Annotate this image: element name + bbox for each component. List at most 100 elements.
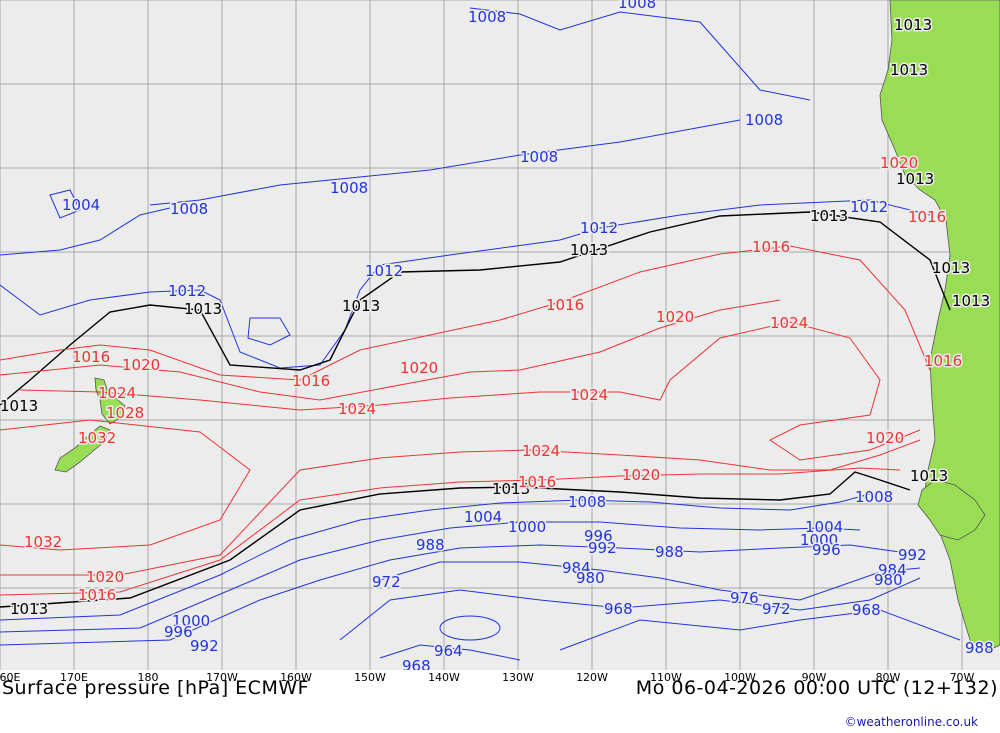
isobar-label: 1013 <box>0 397 38 415</box>
isobar-label: 1013 <box>492 480 530 498</box>
isobar-label: 968 <box>852 601 881 619</box>
low-pressure-isobar <box>247 317 291 346</box>
high-pressure-isobar <box>0 299 781 401</box>
isobar-lines <box>0 7 961 661</box>
isobar-label: 1008 <box>468 8 506 26</box>
isobar-label: 1013 <box>810 207 848 225</box>
isobar-label: 1016 <box>72 348 110 366</box>
isobar-label: 1032 <box>78 429 116 447</box>
isobar-label: 1000 <box>172 612 210 630</box>
isobar-label: 1013 <box>896 170 934 188</box>
longitude-label: 90W <box>801 671 827 684</box>
isobar-label: 1013 <box>910 467 948 485</box>
low-pressure-isobar <box>379 561 921 601</box>
isobar-label: 1024 <box>570 386 608 404</box>
isobar-label: 980 <box>576 569 605 587</box>
isobar-label: 996 <box>584 527 613 545</box>
isobar-label: 1008 <box>568 493 606 511</box>
longitude-label: 80W <box>875 671 901 684</box>
land-masses <box>54 0 1000 653</box>
ocean-background <box>0 0 1000 670</box>
low-pressure-isobar <box>379 644 521 661</box>
isobar-label: 1013 <box>10 600 48 618</box>
isobar-label: 1028 <box>106 404 144 422</box>
isobar-label: 1008 <box>618 0 656 12</box>
low-pressure-isobar <box>559 609 961 651</box>
isobar-label: 976 <box>730 589 759 607</box>
isobar-label: 1008 <box>745 111 783 129</box>
isobar-label: 1016 <box>924 352 962 370</box>
low-pressure-isobar <box>0 521 861 633</box>
isobar-label: 1013 <box>952 292 990 310</box>
south-america-landmass <box>879 0 1000 653</box>
isobar-labels: 1008 1008 1008 1008 1008 1004 1008 1012 1012 1012… <box>0 0 995 670</box>
isobar-1013 <box>0 471 911 608</box>
isobar-label: 984 <box>562 559 591 577</box>
longitude-label: 170E <box>60 671 88 684</box>
isobar-label: 1032 <box>24 533 62 551</box>
isobar-label: 1004 <box>62 196 100 214</box>
isobar-label: 1013 <box>894 16 932 34</box>
isobar-label: 1016 <box>292 372 330 390</box>
high-pressure-isobar <box>19 321 921 461</box>
isobar-label: 988 <box>416 536 445 554</box>
isobar-label: 1000 <box>800 531 838 549</box>
credit-link[interactable]: ©weatheronline.co.uk <box>844 715 978 729</box>
isobar-label: 996 <box>164 623 193 641</box>
isobar-label: 968 <box>604 600 633 618</box>
isobar-label: 992 <box>898 546 927 564</box>
longitude-label: 110W <box>650 671 682 684</box>
isobar-label: 972 <box>372 573 401 591</box>
isobar-label: 1013 <box>890 61 928 79</box>
isobar-label: 1012 <box>850 198 888 216</box>
isobar-label: 1020 <box>122 356 160 374</box>
longitude-label: 150W <box>354 671 386 684</box>
isobar-label: 1012 <box>365 262 403 280</box>
isobar-label: 1008 <box>855 488 893 506</box>
isobar-label: 980 <box>874 571 903 589</box>
isobar-label: 1020 <box>866 429 904 447</box>
isobar-label: 1016 <box>908 208 946 226</box>
isobar-label: 1013 <box>932 259 970 277</box>
longitude-label: 130W <box>502 671 534 684</box>
isobar-label: 1013 <box>342 297 380 315</box>
isobar-label: 1016 <box>752 238 790 256</box>
longitude-label: 60E <box>0 671 21 684</box>
new-zealand-north-island <box>94 377 126 425</box>
low-pressure-isobar <box>49 189 81 219</box>
isobar-label: 1012 <box>580 219 618 237</box>
isobar-label: 1020 <box>656 308 694 326</box>
high-pressure-isobar <box>0 467 901 596</box>
isobar-label: 1008 <box>170 200 208 218</box>
low-pressure-isobar <box>469 7 811 101</box>
isobar-label: 1016 <box>546 296 584 314</box>
isobar-label: 988 <box>965 639 994 657</box>
high-pressure-isobar <box>0 419 251 551</box>
isobar-label: 992 <box>190 637 219 655</box>
isobar-label: 1008 <box>330 179 368 197</box>
low-pressure-isobar <box>0 207 171 256</box>
low-pressure-isobar <box>439 615 501 641</box>
longitude-label: 140W <box>428 671 460 684</box>
isobar-1013 <box>0 211 951 406</box>
pressure-map: 1008 1008 1008 1008 1008 1004 1008 1012 1012 1012… <box>0 0 1000 670</box>
longitude-label: 120W <box>576 671 608 684</box>
isobar-label: 984 <box>878 561 907 579</box>
isobar-label: 1008 <box>520 148 558 166</box>
isobar-label: 1020 <box>400 359 438 377</box>
isobar-label: 1012 <box>168 282 206 300</box>
longitude-label: 100W <box>724 671 756 684</box>
isobar-label: 1016 <box>78 586 116 604</box>
isobar-label: 972 <box>762 600 791 618</box>
isobar-label: 1024 <box>98 384 136 402</box>
map-title: Surface pressure [hPa] ECMWF <box>2 677 310 699</box>
isobar-label: 1013 <box>570 241 608 259</box>
isobar-label: 1016 <box>518 473 556 491</box>
valid-time: Mo 06-04-2026 00:00 UTC (12+132) <box>635 677 998 699</box>
isobar-label: 1024 <box>338 400 376 418</box>
isobar-label: 1020 <box>880 154 918 172</box>
isobar-label: 1004 <box>805 518 843 536</box>
isobar-label: 968 <box>402 657 431 670</box>
isobar-label: 1013 <box>184 300 222 318</box>
low-pressure-isobar <box>149 119 741 206</box>
